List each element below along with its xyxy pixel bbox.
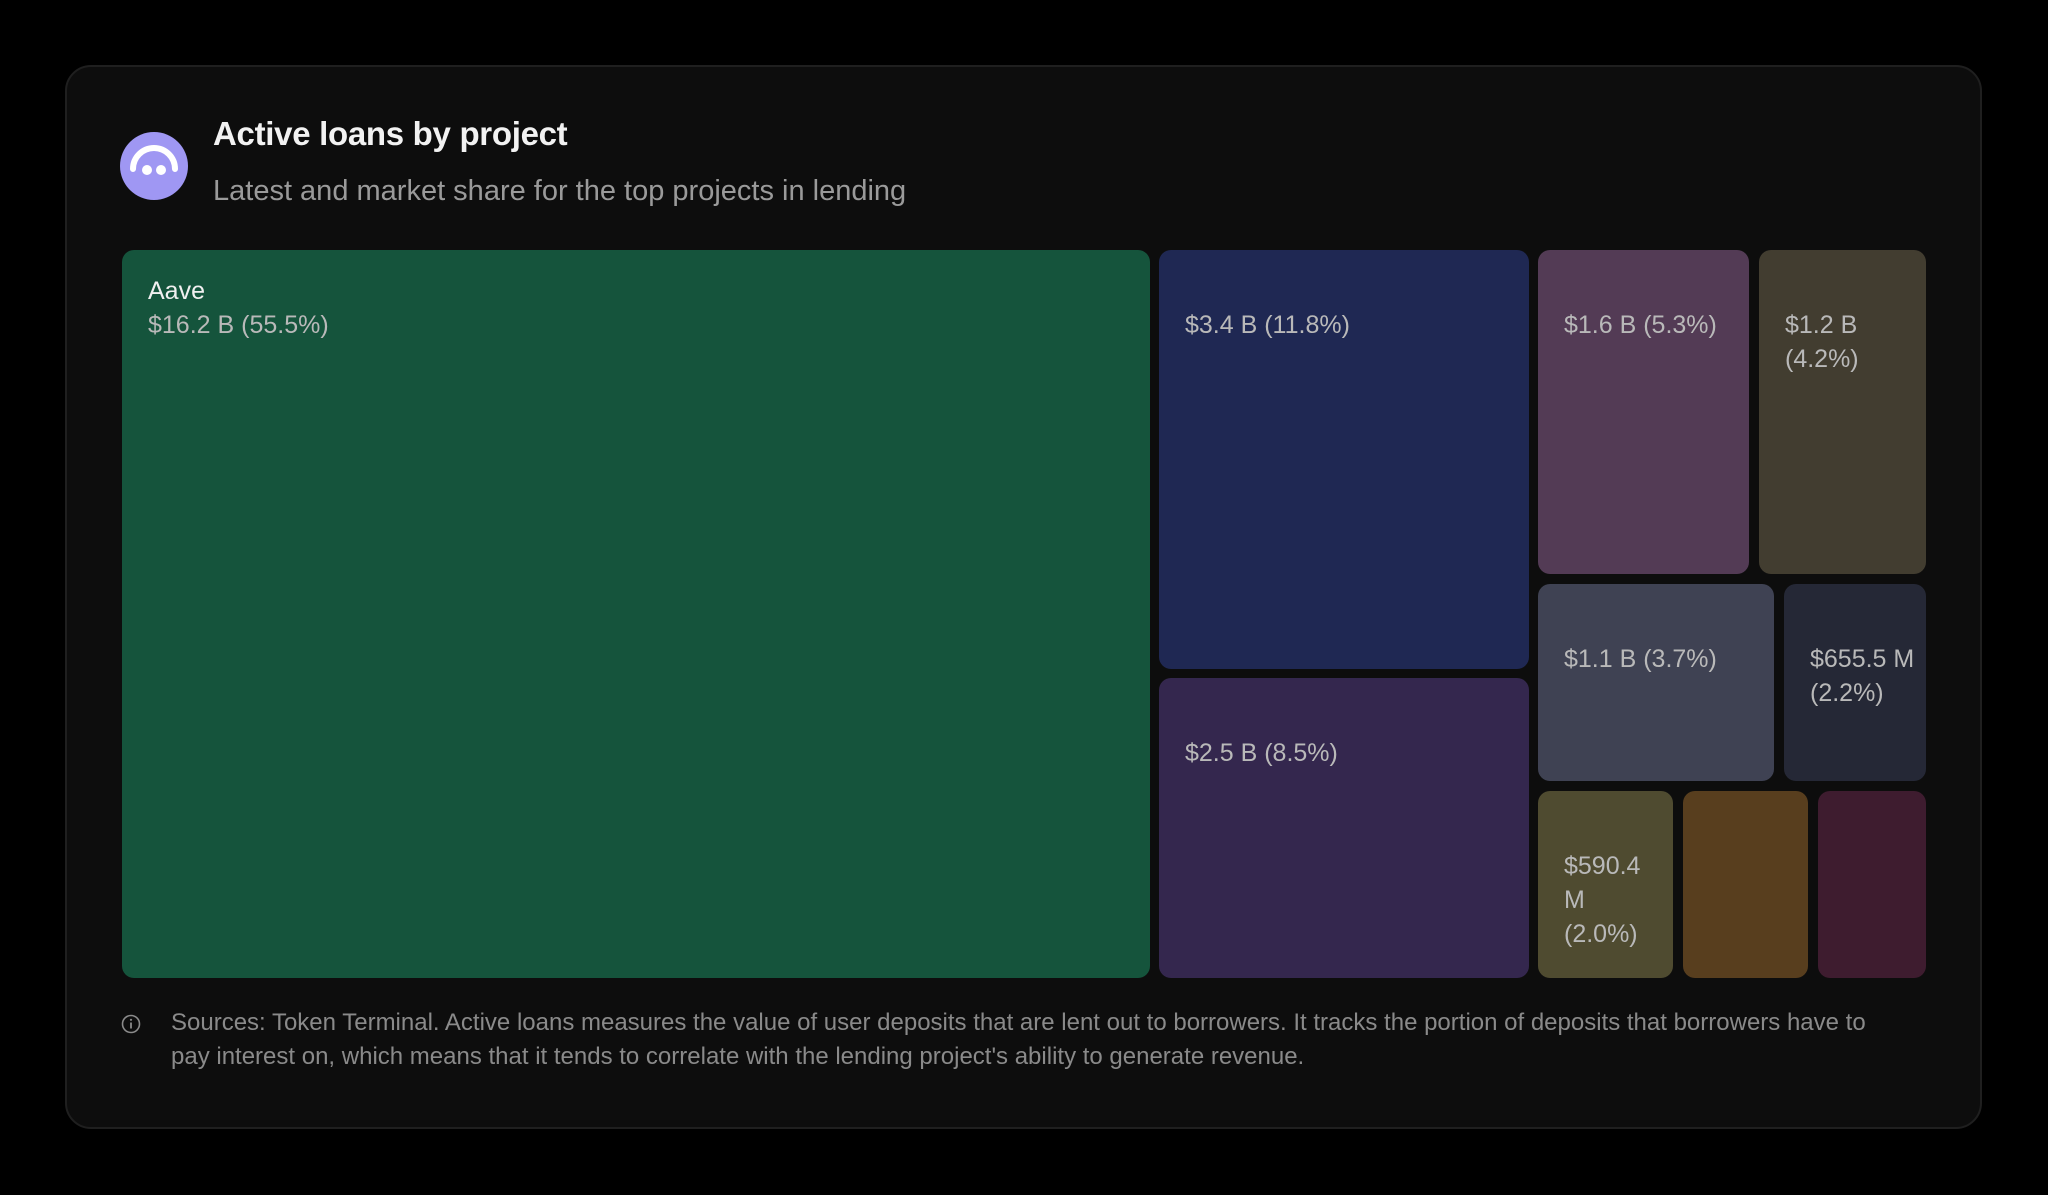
tile-name-label <box>1185 274 1509 308</box>
source-note: Sources: Token Terminal. Active loans me… <box>171 1009 1866 1070</box>
tile-value-label: $590.4 M (2.0%) <box>1564 852 1641 948</box>
tile-name-label <box>1564 815 1663 849</box>
treemap-tile[interactable] <box>1818 791 1926 978</box>
treemap-tile[interactable]: $655.5 M (2.2%) <box>1784 584 1926 781</box>
tile-name-label <box>1185 702 1509 736</box>
info-icon <box>121 1014 141 1034</box>
tile-name-label <box>1709 815 1798 849</box>
chart-subtitle: Latest and market share for the top proj… <box>213 175 907 207</box>
tile-name-label <box>1810 608 1916 642</box>
treemap-tile[interactable]: $3.4 B (11.8%) <box>1159 250 1529 669</box>
tile-value-label: $1.1 B (3.7%) <box>1564 645 1717 673</box>
tile-name-label <box>1844 815 1916 849</box>
treemap-tile[interactable]: $2.5 B (8.5%) <box>1159 678 1529 978</box>
project-logo-icon <box>120 132 188 200</box>
treemap-tile[interactable]: Aave $16.2 B (55.5%) <box>122 250 1150 978</box>
tile-name-label <box>1564 274 1729 308</box>
tile-value-label: $655.5 M (2.2%) <box>1810 645 1915 707</box>
tile-value-label: $1.6 B (5.3%) <box>1564 311 1717 339</box>
tile-name-label <box>1564 608 1754 642</box>
treemap-tile[interactable]: $1.6 B (5.3%) <box>1538 250 1749 574</box>
treemap-tile[interactable]: $590.4 M (2.0%) <box>1538 791 1673 978</box>
chart-title: Active loans by project <box>213 115 568 152</box>
tile-name-label: Aave <box>148 277 205 305</box>
tile-name-label <box>1785 274 1916 308</box>
tile-value-label: $3.4 B (11.8%) <box>1185 311 1350 339</box>
treemap-tile[interactable]: $1.2 B (4.2%) <box>1759 250 1926 574</box>
tile-value-label: $2.5 B (8.5%) <box>1185 739 1338 767</box>
tile-value-label: $1.2 B (4.2%) <box>1785 311 1859 373</box>
treemap-tile[interactable]: $1.1 B (3.7%) <box>1538 584 1774 781</box>
tile-value-label: $16.2 B (55.5%) <box>148 311 329 339</box>
treemap-tile[interactable] <box>1683 791 1808 978</box>
